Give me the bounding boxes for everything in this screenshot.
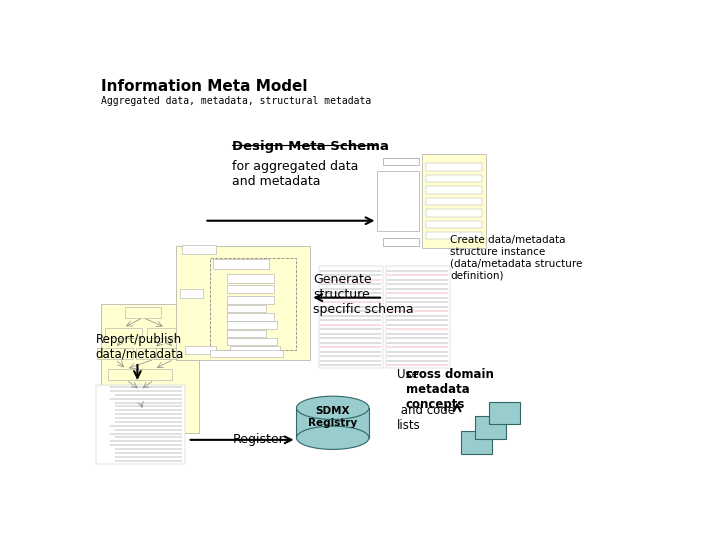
FancyBboxPatch shape: [489, 402, 520, 424]
Text: for aggregated data
and metadata: for aggregated data and metadata: [233, 160, 359, 188]
FancyBboxPatch shape: [227, 285, 274, 294]
FancyBboxPatch shape: [426, 186, 482, 194]
FancyBboxPatch shape: [227, 338, 277, 346]
FancyBboxPatch shape: [101, 304, 199, 433]
FancyBboxPatch shape: [227, 305, 266, 312]
Text: Generate
structure
specific schema: Generate structure specific schema: [313, 273, 414, 316]
Text: Design Meta Schema: Design Meta Schema: [233, 140, 390, 153]
FancyBboxPatch shape: [426, 198, 482, 205]
FancyBboxPatch shape: [426, 175, 482, 183]
FancyBboxPatch shape: [136, 369, 172, 380]
Text: Use: Use: [397, 368, 423, 381]
FancyBboxPatch shape: [210, 258, 297, 349]
FancyBboxPatch shape: [108, 369, 145, 380]
Ellipse shape: [297, 426, 369, 449]
FancyBboxPatch shape: [230, 346, 279, 354]
FancyBboxPatch shape: [227, 329, 266, 337]
FancyBboxPatch shape: [210, 349, 282, 357]
FancyBboxPatch shape: [319, 266, 383, 368]
FancyBboxPatch shape: [147, 328, 184, 339]
FancyBboxPatch shape: [377, 171, 419, 231]
Text: Report/publish
data/metadata: Report/publish data/metadata: [96, 333, 184, 361]
FancyBboxPatch shape: [422, 154, 486, 248]
FancyBboxPatch shape: [97, 348, 133, 359]
FancyBboxPatch shape: [426, 209, 482, 217]
FancyBboxPatch shape: [181, 289, 203, 298]
FancyBboxPatch shape: [213, 259, 269, 268]
FancyBboxPatch shape: [383, 158, 419, 165]
FancyBboxPatch shape: [185, 346, 215, 354]
FancyBboxPatch shape: [122, 390, 158, 401]
FancyBboxPatch shape: [136, 348, 172, 359]
FancyBboxPatch shape: [383, 238, 419, 246]
FancyBboxPatch shape: [227, 274, 274, 283]
Polygon shape: [297, 408, 369, 438]
FancyBboxPatch shape: [475, 416, 505, 439]
FancyBboxPatch shape: [125, 411, 161, 422]
FancyBboxPatch shape: [156, 348, 192, 359]
FancyBboxPatch shape: [125, 307, 161, 318]
Text: Information Meta Model: Information Meta Model: [101, 79, 307, 94]
FancyBboxPatch shape: [176, 246, 310, 360]
Text: and code
lists: and code lists: [397, 404, 455, 431]
FancyBboxPatch shape: [227, 296, 274, 304]
Text: SDMX
Registry: SDMX Registry: [308, 406, 357, 428]
FancyBboxPatch shape: [182, 245, 215, 254]
FancyBboxPatch shape: [105, 328, 142, 339]
FancyBboxPatch shape: [227, 313, 274, 321]
Text: Aggregated data, metadata, structural metadata: Aggregated data, metadata, structural me…: [101, 96, 372, 106]
FancyBboxPatch shape: [426, 232, 482, 239]
Text: cross domain
metadata
concepts: cross domain metadata concepts: [406, 368, 494, 411]
Text: Create data/metadata
structure instance
(data/metadata structure
definition): Create data/metadata structure instance …: [450, 235, 582, 280]
FancyBboxPatch shape: [227, 321, 277, 329]
Text: Register: Register: [233, 433, 284, 446]
FancyBboxPatch shape: [426, 163, 482, 171]
FancyBboxPatch shape: [461, 431, 492, 454]
Ellipse shape: [297, 396, 369, 420]
FancyBboxPatch shape: [426, 220, 482, 228]
FancyBboxPatch shape: [386, 266, 450, 368]
FancyBboxPatch shape: [96, 385, 185, 464]
